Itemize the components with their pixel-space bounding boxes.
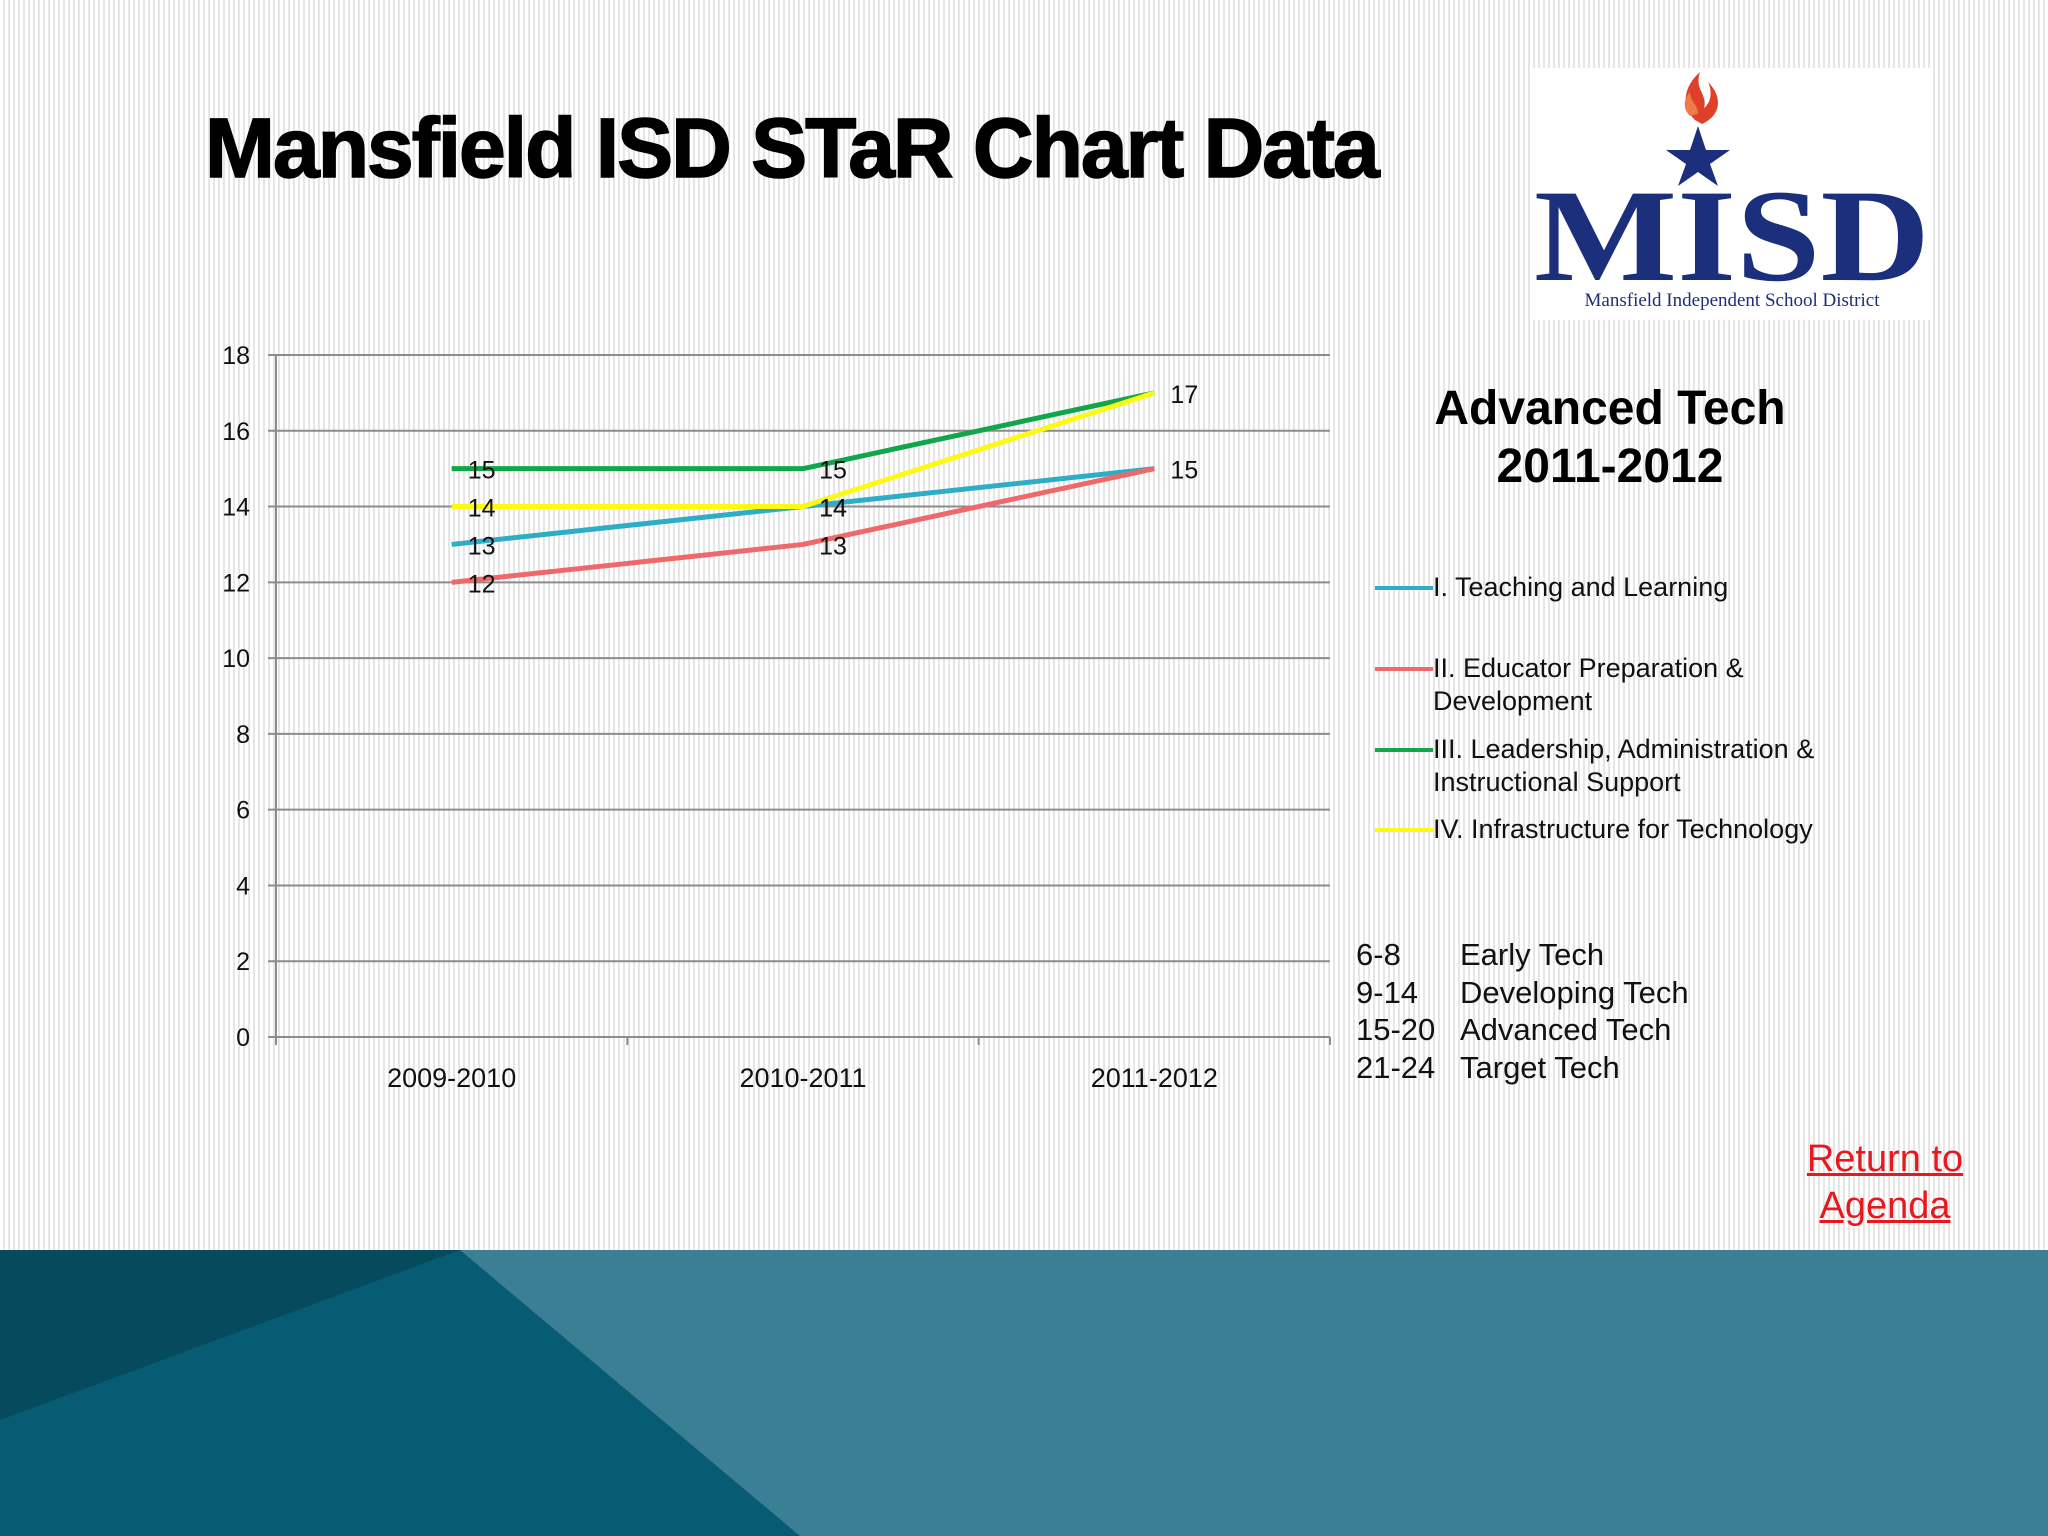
- series-line-3: [451, 390, 1155, 472]
- footer-band: [0, 1250, 2048, 1536]
- y-tick-label: 10: [222, 645, 250, 673]
- legend-label-educator: II. Educator Preparation & Development: [1433, 653, 1744, 716]
- y-tick-label: 18: [222, 342, 250, 370]
- data-label: 13: [468, 532, 496, 560]
- y-tick-label: 14: [222, 494, 250, 522]
- legend-swatch-teaching: [1375, 586, 1433, 590]
- misd-logo: MISD Mansfield Independent School Distri…: [1532, 68, 1932, 320]
- scale-range: 21-24: [1356, 1049, 1436, 1085]
- scale-label: Developing Tech: [1460, 974, 1689, 1010]
- misd-logo-mark: MISD: [1534, 72, 1930, 309]
- scale-row: 21-24 Target Tech: [1356, 1049, 1689, 1087]
- scale-row: 15-20 Advanced Tech: [1356, 1011, 1689, 1049]
- y-tick-label: 12: [222, 569, 250, 597]
- page-title: Mansfield ISD STaR Chart Data: [204, 100, 1380, 196]
- y-tick-label: 6: [236, 797, 250, 825]
- scale-label: Target Tech: [1460, 1049, 1620, 1085]
- misd-logo-acronym: MISD: [1534, 162, 1930, 288]
- y-tick-label: 2: [236, 948, 250, 976]
- scale-row: 6-8 Early Tech: [1356, 936, 1689, 974]
- scale-range: 9-14: [1356, 974, 1419, 1010]
- return-to-agenda-link[interactable]: Return to Agenda: [1760, 1136, 2010, 1230]
- legend-label-teaching: I. Teaching and Learning: [1433, 572, 1729, 602]
- line-chart: 0 2 4 6 8 10 12 14 16 18 2009-2010 2010-2011 2011-20…: [222, 342, 1331, 1093]
- series-line-2: [451, 466, 1155, 585]
- chart-heading-line2: 2011-2012: [1496, 440, 1724, 493]
- data-label: 13: [819, 532, 847, 560]
- data-label: 15: [819, 457, 847, 485]
- data-label: 15: [468, 457, 496, 485]
- legend-label-infrastructure: IV. Infrastructure for Technology: [1433, 814, 1813, 844]
- scale-range: 15-20: [1356, 1012, 1436, 1047]
- data-label: 12: [468, 570, 496, 598]
- scale-row: 9-14 Developing Tech: [1356, 974, 1689, 1012]
- y-tick-label: 8: [236, 721, 250, 749]
- legend-item-leadership: III. Leadership, Administration & Instru…: [1375, 733, 1895, 799]
- legend-item-teaching: I. Teaching and Learning: [1375, 571, 1895, 604]
- scale-label: Early Tech: [1460, 937, 1605, 972]
- scale-range: 6-8: [1356, 937, 1401, 972]
- y-tick-label: 16: [222, 418, 250, 446]
- x-tick-label: 2009-2010: [387, 1063, 516, 1093]
- return-link-line1: Return to: [1806, 1138, 1964, 1180]
- x-tick-label: 2010-2011: [739, 1063, 866, 1093]
- data-label: 17: [1170, 381, 1198, 409]
- data-label: 14: [819, 495, 847, 523]
- legend-swatch-educator: [1375, 667, 1433, 671]
- y-tick-label: 0: [236, 1024, 250, 1052]
- x-tick-label: 2011-2012: [1091, 1063, 1218, 1093]
- legend-item-educator: II. Educator Preparation & Development: [1375, 652, 1895, 718]
- data-label: 15: [1170, 457, 1198, 485]
- tech-scale-table: 6-8 Early Tech 9-14 Developing Tech 15-2…: [1356, 936, 1689, 1086]
- legend-item-infrastructure: IV. Infrastructure for Technology: [1375, 813, 1895, 846]
- data-label: 14: [468, 495, 496, 523]
- y-tick-label: 4: [236, 872, 250, 900]
- scale-label: Advanced Tech: [1460, 1012, 1672, 1047]
- legend-swatch-leadership: [1375, 748, 1433, 752]
- chart-heading: Advanced Tech 2011-2012: [1360, 380, 1860, 496]
- series-line-4: [451, 390, 1156, 510]
- data-label: 14: [819, 495, 847, 523]
- return-link-line2: Agenda: [1819, 1185, 1951, 1227]
- legend-swatch-infrastructure: [1375, 828, 1433, 832]
- misd-logo-subtitle: Mansfield Independent School District: [1584, 290, 1880, 311]
- legend-label-leadership: III. Leadership, Administration & Instru…: [1433, 734, 1815, 797]
- chart-heading-line1: Advanced Tech: [1434, 382, 1786, 435]
